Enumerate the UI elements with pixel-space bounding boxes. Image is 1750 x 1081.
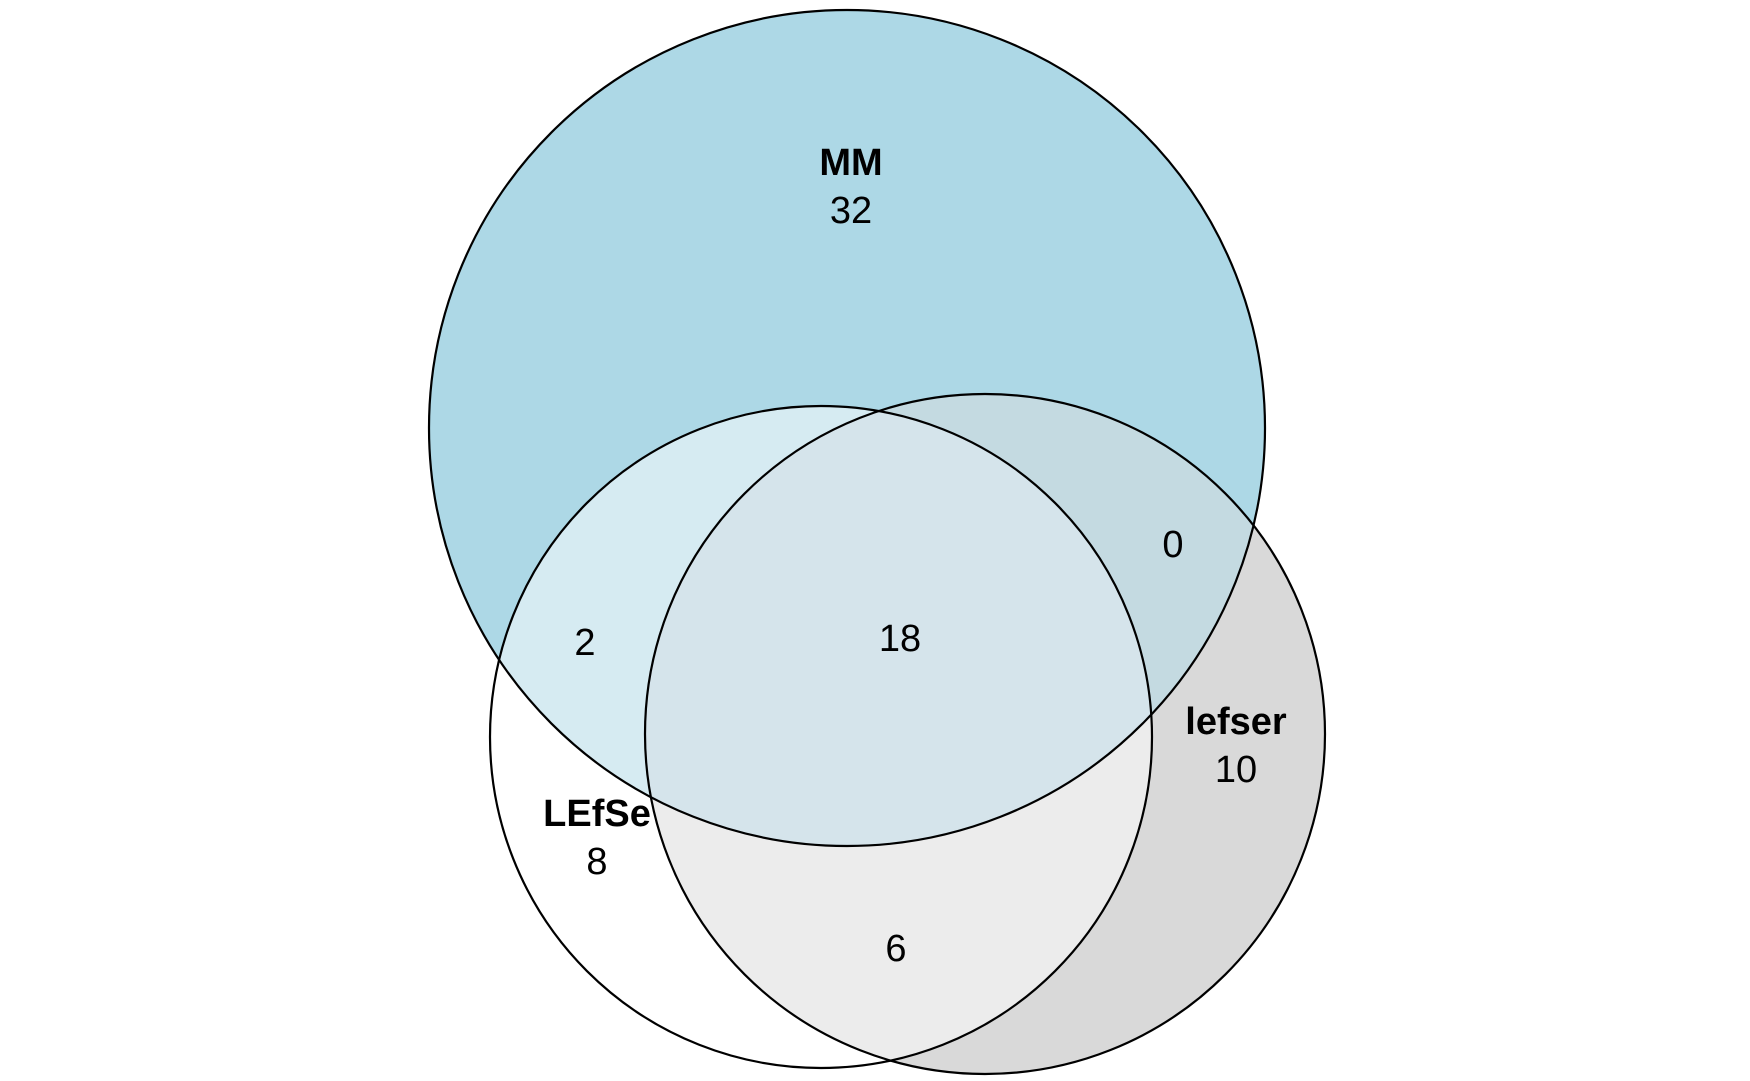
lefser-only-count: 10 xyxy=(1215,749,1257,791)
lefser-set-label: lefser xyxy=(1185,701,1287,743)
mm-only-count: 32 xyxy=(830,190,872,232)
lefse-circle-outline xyxy=(488,404,1154,1070)
mm-lefse-count: 2 xyxy=(574,622,595,664)
mm-lefser-count: 0 xyxy=(1162,524,1183,566)
region-all-three xyxy=(645,406,1152,846)
mm-circle-outline xyxy=(427,8,1267,848)
lefser-circle-outline xyxy=(643,392,1327,1076)
lefse-only-count: 8 xyxy=(586,841,607,883)
all-three-count: 18 xyxy=(879,618,921,660)
lefse-set-label: LEfSe xyxy=(543,793,651,835)
mm-set-label: MM xyxy=(819,142,882,184)
lefse-lefser-count: 6 xyxy=(885,928,906,970)
